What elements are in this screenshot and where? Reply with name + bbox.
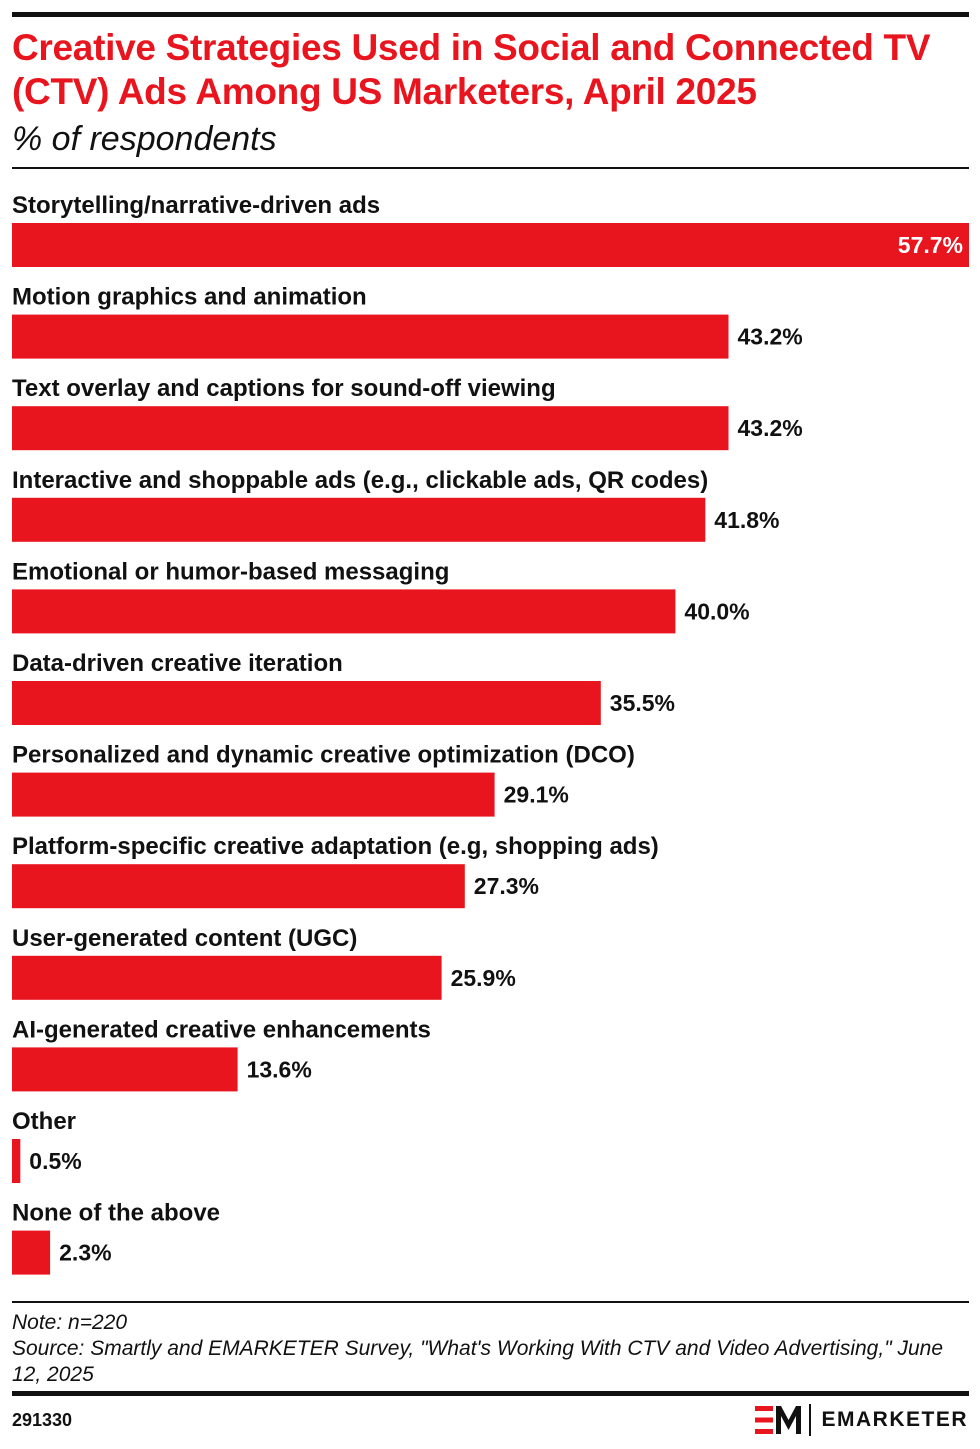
category-label: Interactive and shoppable ads (e.g., cli…: [12, 467, 708, 494]
em-logo-icon: [755, 1406, 802, 1434]
bar: [12, 772, 495, 817]
category-label: Text overlay and captions for sound-off …: [12, 375, 556, 402]
footer-notes: Note: n=220 Source: Smartly and EMARKETE…: [12, 1310, 962, 1388]
bar: [12, 1139, 21, 1183]
source-text: Source: Smartly and EMARKETER Survey, "W…: [12, 1337, 944, 1386]
value-label: 43.2%: [738, 324, 803, 350]
category-label: None of the above: [12, 1200, 220, 1227]
category-label: Emotional or humor-based messaging: [12, 558, 449, 585]
note-text: Note: n=220: [12, 1311, 128, 1334]
top-rule: [12, 12, 969, 17]
bars-layer: Storytelling/narrative-driven ads 57.7% Mo…: [12, 192, 969, 1275]
category-label: Motion graphics and animation: [12, 284, 367, 311]
value-label: 40.0%: [684, 598, 749, 624]
bar: [12, 314, 729, 359]
value-label: 57.7%: [898, 232, 963, 258]
chart-subtitle: % of respondents: [12, 120, 277, 158]
category-label: AI-generated creative enhancements: [12, 1016, 431, 1043]
brand-name: EMARKETER: [821, 1408, 968, 1431]
bar: [12, 406, 729, 451]
category-label: Personalized and dynamic creative optimi…: [12, 742, 635, 769]
category-label: Platform-specific creative adaptation (e…: [12, 833, 659, 860]
bar: [12, 497, 706, 542]
bottom-rule: [12, 1391, 969, 1396]
category-label: User-generated content (UGC): [12, 925, 357, 952]
bar: [12, 955, 442, 1000]
brand-divider: [809, 1404, 812, 1436]
footer-rule: [12, 1301, 969, 1303]
value-label: 43.2%: [738, 415, 803, 441]
value-label: 0.5%: [29, 1148, 81, 1174]
chart-id: 291330: [12, 1410, 73, 1430]
value-label: 29.1%: [504, 782, 569, 808]
bar: [12, 1230, 51, 1275]
value-label: 35.5%: [610, 690, 675, 716]
chart-title: Creative Strategies Used in Social and C…: [12, 27, 931, 112]
value-label: 13.6%: [247, 1056, 312, 1082]
value-label: 2.3%: [59, 1240, 111, 1266]
brand-logo: EMARKETER: [755, 1402, 968, 1438]
category-label: Data-driven creative iteration: [12, 650, 343, 677]
category-label: Storytelling/narrative-driven ads: [12, 192, 380, 219]
bar: [12, 589, 676, 634]
bar: [12, 223, 969, 267]
bar-chart: Storytelling/narrative-driven ads 57.7% Mo…: [12, 192, 969, 1275]
bar: [12, 681, 601, 725]
value-label: 27.3%: [474, 873, 539, 899]
bar: [12, 864, 465, 909]
value-label: 25.9%: [451, 965, 516, 991]
header-rule: [12, 167, 969, 169]
category-label: Other: [12, 1108, 76, 1135]
value-label: 41.8%: [714, 507, 779, 533]
bar: [12, 1047, 238, 1092]
